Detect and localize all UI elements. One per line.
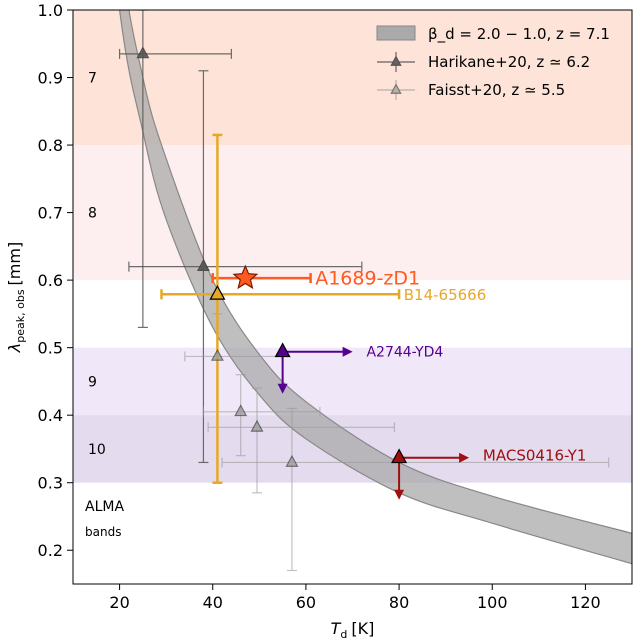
faisst-point-4-errbar bbox=[221, 407, 610, 572]
plot-frame bbox=[72, 9, 633, 585]
b14-65666-errbar bbox=[160, 133, 401, 484]
alma-label-line2: bands bbox=[85, 525, 121, 539]
x-axis-label: Td [K] bbox=[331, 619, 375, 641]
x-tick-label-120: 120 bbox=[570, 593, 601, 612]
y-tick-label-0.5: 0.5 bbox=[38, 339, 63, 358]
x-axis-label-main: T bbox=[331, 619, 342, 638]
macs0416-y1-arrow-right bbox=[399, 452, 470, 463]
macs0416-y1-marker bbox=[391, 448, 408, 464]
harikane-point-1-errbar bbox=[118, 10, 232, 328]
faisst-point-4 bbox=[285, 454, 299, 467]
axes-layer: 20 40 60 80 100 120 0.2 0.3 0.4 0.5 0.6 0.7 0.8 0.9 1.… bbox=[38, 1, 601, 612]
legend-swatch-harikane bbox=[377, 52, 415, 72]
macs0416-y1-arrow-down-head bbox=[394, 489, 405, 500]
leg-s0-marker bbox=[390, 55, 402, 66]
macs0416-y1-arrow-right-head bbox=[459, 452, 470, 463]
y-tick-label-0.8: 0.8 bbox=[38, 136, 63, 155]
a2744-yd4-arrow-right bbox=[282, 346, 353, 357]
x-axis-label-unit: [K] bbox=[351, 619, 374, 638]
y-axis-label: λpeak, obs [mm] bbox=[5, 242, 27, 353]
faisst-point-1 bbox=[210, 348, 224, 361]
x-tick-label-40: 40 bbox=[203, 593, 223, 612]
y-axis-label-main: λ bbox=[5, 343, 24, 353]
a2744-yd4-label: A2744-YD4 bbox=[366, 345, 443, 361]
alma-band-9 bbox=[73, 347, 632, 416]
legend: β_d = 2.0 − 1.0, z = 7.1 Harikane+20, z … bbox=[376, 25, 610, 100]
marker-layer bbox=[136, 46, 408, 467]
macs0416-y1-arrow-down bbox=[394, 457, 405, 500]
y-tick-label-0.7: 0.7 bbox=[38, 204, 63, 223]
alma-band-layer: 7 8 9 10 bbox=[73, 10, 632, 483]
y-tick-label-0.2: 0.2 bbox=[38, 541, 63, 560]
y-axis-label-unit: [mm] bbox=[5, 242, 24, 286]
y-tick-label-0.9: 0.9 bbox=[38, 69, 63, 88]
dust-temperature-band-layer bbox=[118, 10, 632, 565]
alma-label-line1: ALMA bbox=[85, 499, 124, 515]
legend-label-faisst: Faisst+20, z ≃ 5.5 bbox=[428, 81, 565, 99]
a2744-yd4-arrow-down bbox=[277, 351, 288, 394]
x-axis-label-sub: d bbox=[340, 628, 347, 641]
leg-s1-marker bbox=[390, 83, 402, 94]
macs0416-y1-label: MACS0416-Y1 bbox=[483, 446, 586, 464]
alma-band-label-8: 8 bbox=[88, 206, 97, 222]
y-tick-label-0.4: 0.4 bbox=[38, 406, 63, 425]
harikane-point-1 bbox=[136, 46, 150, 59]
b14-65666-label: B14-65666 bbox=[404, 286, 487, 304]
x-tick-label-80: 80 bbox=[389, 593, 409, 612]
a2744-yd4-marker bbox=[274, 342, 291, 358]
y-tick-label-0.3: 0.3 bbox=[38, 474, 63, 493]
faisst-point-3 bbox=[250, 419, 264, 432]
alma-band-label-9: 9 bbox=[88, 374, 97, 390]
b14-65666-marker bbox=[209, 284, 226, 300]
x-tick-label-60: 60 bbox=[296, 593, 316, 612]
a2744-yd4-arrow-right-head bbox=[342, 346, 353, 357]
faisst-point-3-errbar bbox=[207, 387, 396, 494]
alma-band-label-7: 7 bbox=[88, 71, 97, 87]
alma-band-7 bbox=[73, 10, 632, 146]
error-bar-layer bbox=[118, 10, 610, 572]
y-tick-label-0.6: 0.6 bbox=[38, 271, 63, 290]
harikane-point-2 bbox=[196, 259, 210, 271]
x-tick-label-20: 20 bbox=[109, 593, 129, 612]
legend-swatch-faisst bbox=[377, 80, 415, 100]
faisst-point-2 bbox=[234, 404, 248, 417]
legend-band-swatch bbox=[376, 25, 416, 41]
a2744-yd4-arrow-down-head bbox=[277, 383, 288, 394]
a1689-zd1-marker bbox=[232, 264, 259, 290]
y-axis-label-sub: peak, obs bbox=[14, 289, 27, 343]
legend-label-band: β_d = 2.0 − 1.0, z = 7.1 bbox=[428, 25, 610, 44]
alma-band-label-10: 10 bbox=[88, 442, 106, 458]
a1689-zd1-label: A1689-zD1 bbox=[315, 268, 420, 290]
y-tick-label-1: 1.0 bbox=[38, 1, 63, 20]
dust-temperature-band bbox=[118, 10, 632, 565]
legend-label-harikane: Harikane+20, z ≃ 6.2 bbox=[428, 53, 590, 71]
x-tick-label-100: 100 bbox=[477, 593, 508, 612]
